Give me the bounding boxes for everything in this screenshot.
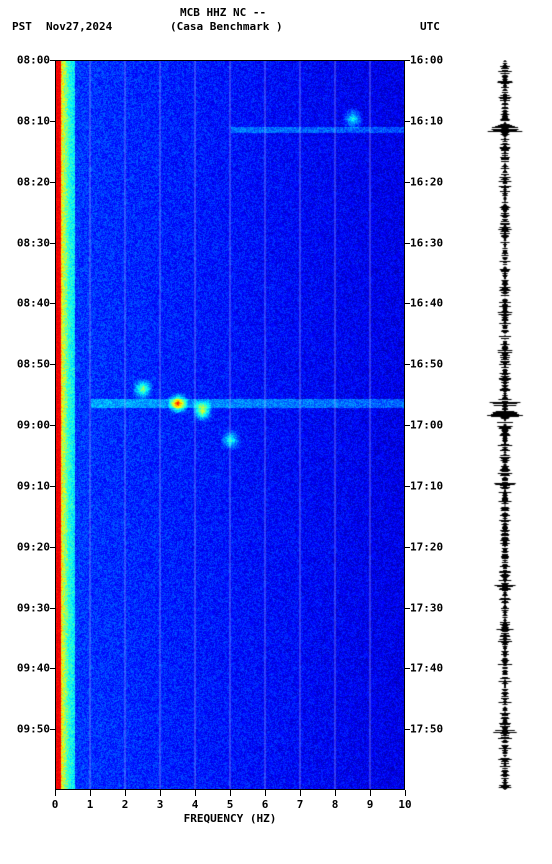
right-tick: 16:30 [408, 236, 460, 249]
x-tick: 4 [192, 798, 199, 811]
x-tick: 5 [227, 798, 234, 811]
subtitle-label: (Casa Benchmark ) [170, 20, 283, 33]
x-tick: 7 [297, 798, 304, 811]
right-tick: 17:10 [408, 479, 460, 492]
x-tick: 9 [367, 798, 374, 811]
right-tick: 16:50 [408, 358, 460, 371]
date-label: Nov27,2024 [46, 20, 112, 33]
left-tick: 09:20 [0, 540, 52, 553]
right-tick: 16:40 [408, 297, 460, 310]
right-tick: 16:10 [408, 114, 460, 127]
x-tick: 8 [332, 798, 339, 811]
left-tick: 09:00 [0, 419, 52, 432]
left-tick: 09:50 [0, 723, 52, 736]
right-tick: 17:40 [408, 662, 460, 675]
right-time-axis: 16:0016:1016:2016:3016:4016:5017:0017:10… [408, 60, 458, 790]
x-axis-label: FREQUENCY (HZ) [55, 812, 405, 825]
x-tick: 6 [262, 798, 269, 811]
x-tick: 10 [398, 798, 411, 811]
left-tick: 09:10 [0, 479, 52, 492]
x-tick: 0 [52, 798, 59, 811]
left-time-axis: 08:0008:1008:2008:3008:4008:5009:0009:10… [0, 60, 50, 790]
left-tick: 08:20 [0, 175, 52, 188]
left-tick: 09:30 [0, 601, 52, 614]
left-tick: 09:40 [0, 662, 52, 675]
right-tick: 17:00 [408, 419, 460, 432]
left-tick: 08:00 [0, 54, 52, 67]
right-tick: 17:50 [408, 723, 460, 736]
waveform-canvas [470, 60, 540, 790]
frequency-axis: FREQUENCY (HZ) 012345678910 [55, 790, 405, 830]
spectrogram-canvas [55, 60, 405, 790]
x-tick: 3 [157, 798, 164, 811]
left-tick: 08:50 [0, 358, 52, 371]
waveform-plot [470, 60, 540, 790]
left-tick: 08:30 [0, 236, 52, 249]
station-label: MCB HHZ NC -- [180, 6, 266, 19]
left-tick: 08:40 [0, 297, 52, 310]
x-tick: 2 [122, 798, 129, 811]
x-tick: 1 [87, 798, 94, 811]
right-tick: 16:20 [408, 175, 460, 188]
right-tick: 16:00 [408, 54, 460, 67]
right-tick: 17:30 [408, 601, 460, 614]
right-tick: 17:20 [408, 540, 460, 553]
tz-right-label: UTC [420, 20, 440, 33]
left-tick: 08:10 [0, 114, 52, 127]
spectrogram-plot [55, 60, 405, 790]
tz-left-label: PST [12, 20, 32, 33]
